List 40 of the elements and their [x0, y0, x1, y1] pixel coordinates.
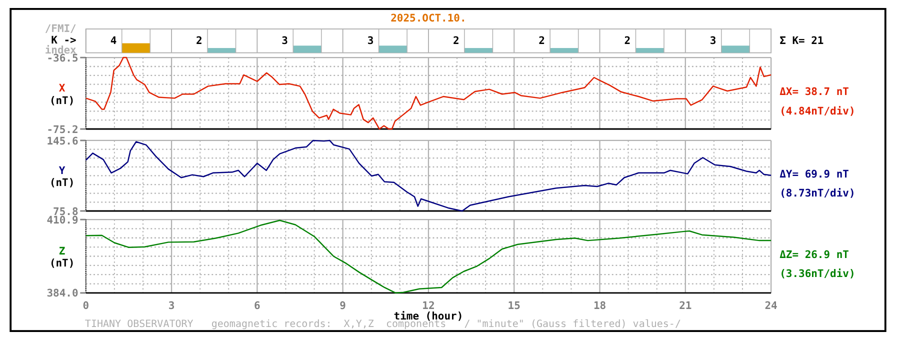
text: X — [58, 82, 66, 94]
data-label: 2 — [196, 35, 202, 48]
y-tick-label: 384.0 — [46, 288, 78, 300]
y-tick-label: -75.2 — [46, 124, 78, 136]
data-label: 2 — [538, 35, 545, 48]
text: /FMI/ — [44, 22, 76, 35]
y-tick-label: 145.6 — [46, 135, 78, 148]
line-series — [85, 56, 772, 130]
y-axis-title: K -> — [51, 34, 76, 46]
text: (3.36nT/div) — [780, 268, 856, 280]
data-label: 4 — [110, 35, 117, 48]
text: ΔY= 69.9 nT — [780, 168, 849, 181]
text: Z — [58, 245, 66, 258]
text: (4.84nT/div) — [780, 105, 856, 118]
x-tick-label: 24 — [764, 300, 778, 312]
text: (8.73nT/div) — [780, 188, 856, 200]
y-axis-title: (nT) — [49, 94, 75, 107]
data-label: 2 — [624, 35, 631, 48]
x-tick-label: 6 — [254, 300, 260, 312]
line-series — [85, 140, 772, 212]
x-tick-label: 0 — [82, 300, 90, 312]
text: ΔX= 38.7 nT — [780, 86, 849, 98]
line-series — [85, 220, 772, 294]
data-label: 3 — [710, 35, 716, 48]
x-tick-label: 15 — [508, 300, 520, 312]
text: ΔZ= 26.9 nT — [780, 249, 849, 262]
y-axis-title: (nT) — [49, 177, 75, 190]
x-tick-label: 21 — [679, 300, 692, 312]
data-label: 3 — [282, 35, 288, 48]
data-label: 3 — [367, 35, 374, 48]
y-axis-title: (nT) — [49, 258, 75, 270]
x-tick-label: 12 — [422, 300, 435, 312]
x-tick-label: 18 — [593, 300, 606, 312]
x-tick-label: 9 — [340, 300, 346, 312]
y-tick-label: 410.9 — [46, 214, 78, 226]
text: Σ K= 21 — [780, 35, 824, 48]
chart-title: 2025.OCT.10. — [390, 12, 466, 24]
x-tick-label: 3 — [168, 300, 175, 312]
data-label: 2 — [452, 35, 460, 48]
text: Y — [58, 164, 66, 177]
